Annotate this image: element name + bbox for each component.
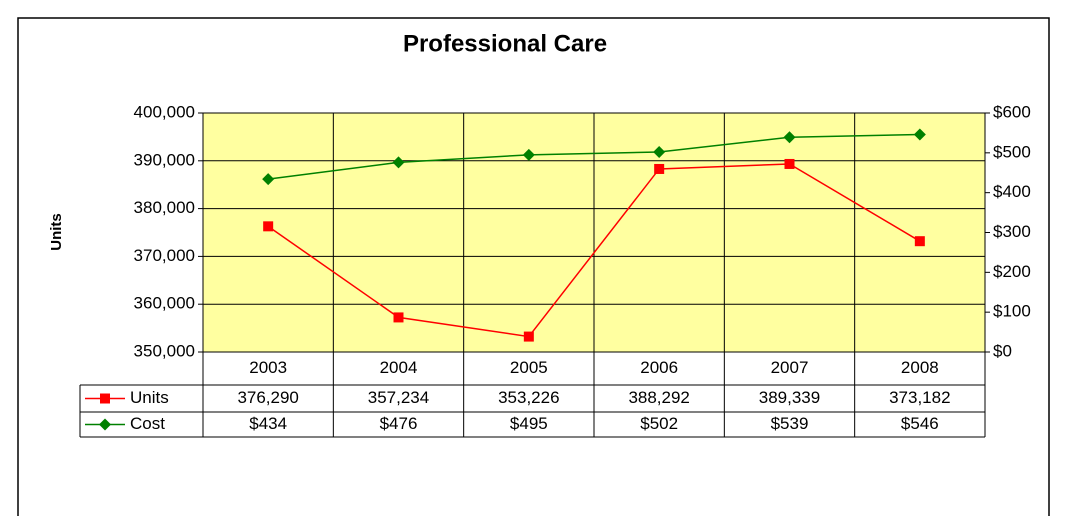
marker (99, 418, 111, 431)
legend-label: Cost (130, 414, 165, 433)
table-value: $539 (771, 414, 809, 433)
x-tick-label: 2008 (901, 358, 939, 377)
x-tick-label: 2005 (510, 358, 548, 377)
y-tick-label: 370,000 (134, 246, 195, 265)
y2-tick-label: $200 (993, 262, 1031, 281)
table-value: 388,292 (628, 388, 689, 407)
table-value: 353,226 (498, 388, 559, 407)
table-value: 389,339 (759, 388, 820, 407)
marker (913, 128, 926, 141)
y2-tick-label: $600 (993, 102, 1031, 121)
table-value: $546 (901, 414, 939, 433)
series-line (268, 133, 920, 180)
y-tick-label: 400,000 (134, 102, 195, 121)
y2-tick-label: $500 (993, 142, 1031, 161)
x-tick-label: 2003 (249, 358, 287, 377)
marker (522, 148, 535, 161)
table-value: 357,234 (368, 388, 429, 407)
marker (654, 163, 665, 174)
x-tick-label: 2004 (380, 358, 418, 377)
y-tick-label: 360,000 (134, 294, 195, 313)
marker (393, 312, 404, 323)
marker (523, 331, 534, 342)
y-tick-label: 390,000 (134, 150, 195, 169)
y2-tick-label: $400 (993, 182, 1031, 201)
chart-frame (17, 17, 1050, 516)
table-value: $495 (510, 414, 548, 433)
marker (653, 146, 666, 159)
table-value: 373,182 (889, 388, 950, 407)
y2-tick-label: $0 (993, 341, 1012, 360)
x-tick-label: 2007 (771, 358, 809, 377)
table-value: $476 (380, 414, 418, 433)
y-tick-label: 380,000 (134, 198, 195, 217)
table-value: 376,290 (237, 388, 298, 407)
y-axis-label: Units (48, 213, 65, 251)
marker (914, 236, 925, 247)
marker (262, 173, 275, 186)
marker (100, 393, 110, 404)
series-line (267, 163, 921, 338)
marker (783, 131, 796, 144)
y-tick-label: 350,000 (134, 341, 195, 360)
y2-tick-label: $300 (993, 222, 1031, 241)
x-tick-label: 2006 (640, 358, 678, 377)
table-value: $502 (640, 414, 678, 433)
legend-label: Units (130, 388, 169, 407)
chart-title: Professional Care (403, 30, 607, 57)
marker (392, 156, 405, 169)
marker (784, 158, 795, 169)
marker (263, 221, 274, 232)
table-value: $434 (249, 414, 287, 433)
y2-tick-label: $100 (993, 302, 1031, 321)
